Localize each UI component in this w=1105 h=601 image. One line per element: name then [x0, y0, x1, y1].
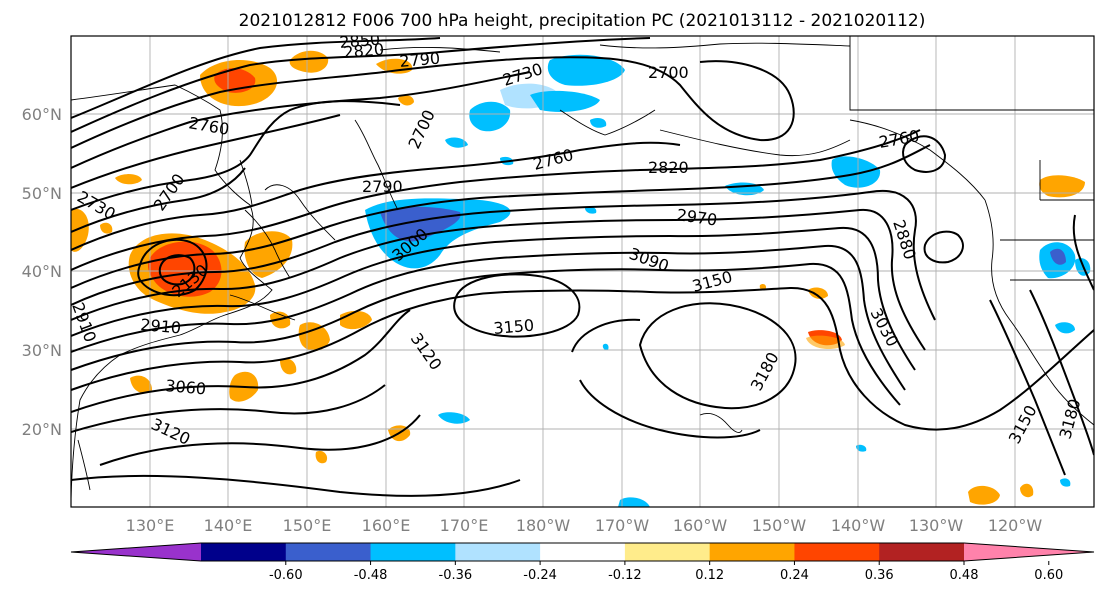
- longitude-labels: 130°E 140°E 150°E 160°E 170°E 180°W 170°…: [126, 516, 1043, 535]
- colorbar-tick-label: -0.60: [269, 568, 303, 583]
- lon-label: 160°W: [673, 516, 728, 535]
- lon-label: 150°E: [283, 516, 332, 535]
- colorbar-segment: [879, 543, 965, 561]
- contour-label: 2700: [648, 63, 689, 82]
- latitude-labels: 60°N 50°N 40°N 30°N 20°N: [22, 105, 62, 439]
- lat-label: 30°N: [22, 341, 62, 360]
- colorbar-tick-label: 0.24: [780, 568, 809, 583]
- lon-label: 150°W: [752, 516, 807, 535]
- lon-label: 170°E: [440, 516, 489, 535]
- lon-label: 140°E: [204, 516, 253, 535]
- colorbar-extend-min: [71, 543, 201, 561]
- colorbar-segment: [794, 543, 880, 561]
- lon-label: 160°E: [362, 516, 411, 535]
- colorbar-tick-label: -0.36: [439, 568, 473, 583]
- height-contours: [71, 37, 1094, 497]
- colorbar-outline: [70, 542, 1095, 562]
- colorbar-tick-label: -0.24: [523, 568, 557, 583]
- lat-label: 60°N: [22, 105, 62, 124]
- contour-label: 3060: [165, 376, 207, 398]
- colorbar-tick-label: -0.12: [608, 568, 642, 583]
- contour-label: 2910: [140, 315, 182, 337]
- colorbar-segment: [285, 543, 372, 561]
- colorbar-segment: [540, 543, 626, 561]
- map-panel: 2850 2820 2790 2730 2700 2760 2700 2760 …: [70, 30, 1095, 508]
- colorbar-tick-label: 0.12: [695, 568, 724, 583]
- map-frame: [70, 35, 1095, 508]
- contour-label: 2790: [362, 177, 403, 196]
- colorbar-tick-label: 0.48: [950, 568, 979, 583]
- colorbar-tick-label: 0.36: [865, 568, 894, 583]
- colorbar-segment: [370, 543, 456, 561]
- contour-label: 3150: [493, 316, 535, 338]
- colorbar-extend-max: [964, 543, 1094, 561]
- colorbar-segment: [709, 543, 795, 561]
- lat-label: 50°N: [22, 184, 62, 203]
- coastlines: [71, 36, 1094, 501]
- lon-label: 140°W: [831, 516, 886, 535]
- figure-title: 2021012812 F006 700 hPa height, precipit…: [239, 11, 926, 31]
- lon-label: 130°W: [909, 516, 964, 535]
- contour-label: 2850: [339, 30, 381, 52]
- colorbar-segment: [624, 543, 711, 561]
- lon-label: 130°E: [126, 516, 175, 535]
- colorbar-segment: [201, 543, 287, 561]
- lat-label: 40°N: [22, 262, 62, 281]
- lon-label: 180°W: [516, 516, 571, 535]
- contour-label: 2820: [648, 158, 689, 177]
- lon-label: 120°W: [988, 516, 1043, 535]
- colorbar-segment: [455, 543, 541, 561]
- colorbar-tick-label: 0.60: [1034, 568, 1063, 583]
- contour-label: 2820: [343, 40, 385, 62]
- lat-label: 20°N: [22, 420, 62, 439]
- colorbar: -0.60 -0.48 -0.36 -0.24 -0.12 0.12 0.24 0.36 0.4…: [70, 542, 1095, 583]
- colorbar-tick-label: -0.48: [354, 568, 388, 583]
- lon-label: 170°W: [595, 516, 650, 535]
- contour-label: 2790: [399, 49, 441, 71]
